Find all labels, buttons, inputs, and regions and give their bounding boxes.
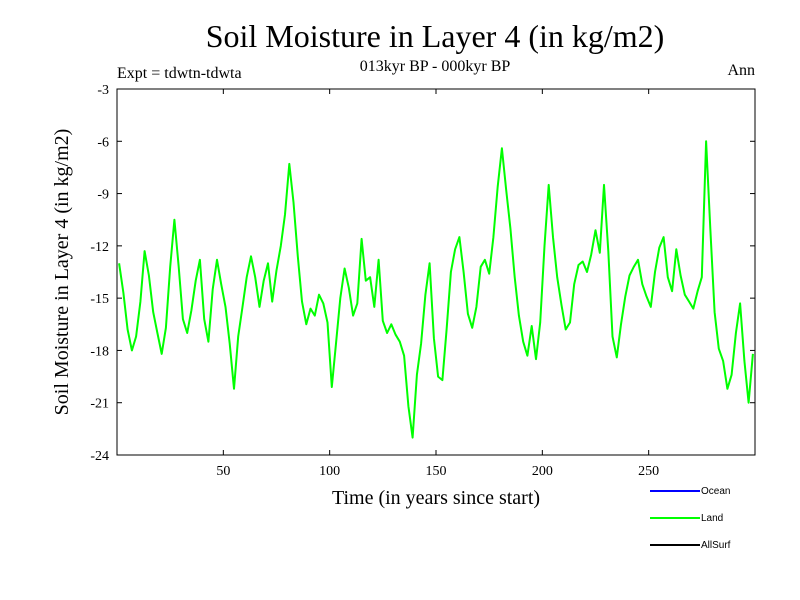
y-tick-label: -21	[90, 397, 109, 412]
x-tick-label: 200	[532, 464, 553, 479]
x-tick-label: 50	[216, 464, 230, 479]
y-tick-label: -3	[97, 83, 109, 98]
x-tick-label: 150	[426, 464, 447, 479]
legend-label-land: Land	[701, 513, 723, 524]
x-axis-label: Time (in years since start)	[332, 487, 540, 509]
y-axis: -3 -6 -9 -12 -15 -18 -21 -24	[90, 83, 755, 464]
y-axis-label: Soil Moisture in Layer 4 (in kg/m2)	[51, 129, 73, 416]
y-tick-label: -12	[90, 240, 109, 255]
legend-label-ocean: Ocean	[701, 486, 730, 497]
y-tick-label: -18	[90, 344, 109, 359]
series-line-land	[118, 140, 754, 439]
season-label: Ann	[727, 62, 755, 79]
y-tick-label: -6	[97, 135, 109, 150]
y-tick-label: -9	[97, 188, 109, 203]
x-axis: 50 100 150 200 250	[216, 89, 659, 479]
series-layer	[118, 140, 754, 439]
chart-subtitle: 013kyr BP - 000kyr BP	[360, 58, 511, 75]
x-tick-label: 250	[638, 464, 659, 479]
plot-frame	[116, 88, 756, 456]
y-tick-label: -15	[90, 292, 109, 307]
x-tick-label: 100	[319, 464, 340, 479]
legend: Ocean Land AllSurf	[650, 486, 731, 551]
chart-title: Soil Moisture in Layer 4 (in kg/m2)	[206, 18, 665, 54]
legend-label-allsurf: AllSurf	[701, 540, 731, 551]
experiment-label: Expt = tdwtn-tdwta	[117, 65, 242, 82]
y-tick-label: -24	[90, 449, 109, 464]
